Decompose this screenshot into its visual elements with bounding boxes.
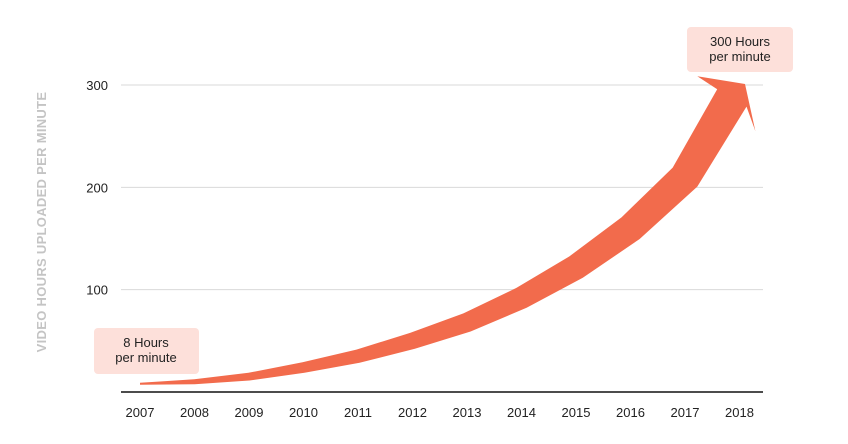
y-tick-100: 100 <box>86 283 108 298</box>
y-tick-300: 300 <box>86 78 108 93</box>
start-callout-line2: per minute <box>115 350 176 365</box>
x-tick-2017: 2017 <box>671 405 700 420</box>
x-tick-2018: 2018 <box>725 405 754 420</box>
y-tick-labels: 100 200 300 <box>86 78 108 298</box>
growth-arrow <box>140 76 756 388</box>
x-tick-2009: 2009 <box>235 405 264 420</box>
start-callout-line1: 8 Hours <box>123 335 169 350</box>
x-tick-labels: 2007 2008 2009 2010 2011 2012 2013 2014 2015 2016… <box>126 405 754 420</box>
x-tick-2016: 2016 <box>616 405 645 420</box>
x-tick-2007: 2007 <box>126 405 155 420</box>
x-tick-2013: 2013 <box>453 405 482 420</box>
end-callout-box <box>687 27 793 72</box>
end-callout: 300 Hours per minute <box>687 27 793 72</box>
x-tick-2008: 2008 <box>180 405 209 420</box>
end-callout-line2: per minute <box>709 49 770 64</box>
y-tick-200: 200 <box>86 180 108 195</box>
x-tick-2011: 2011 <box>344 405 372 420</box>
x-tick-2012: 2012 <box>398 405 427 420</box>
x-tick-2014: 2014 <box>507 405 536 420</box>
start-callout-box <box>94 328 199 374</box>
x-tick-2010: 2010 <box>289 405 318 420</box>
x-tick-2015: 2015 <box>562 405 591 420</box>
start-callout: 8 Hours per minute <box>94 328 199 374</box>
y-axis-label: VIDEO HOURS UPLOADED PER MINUTE <box>34 92 49 353</box>
end-callout-line1: 300 Hours <box>710 34 770 49</box>
